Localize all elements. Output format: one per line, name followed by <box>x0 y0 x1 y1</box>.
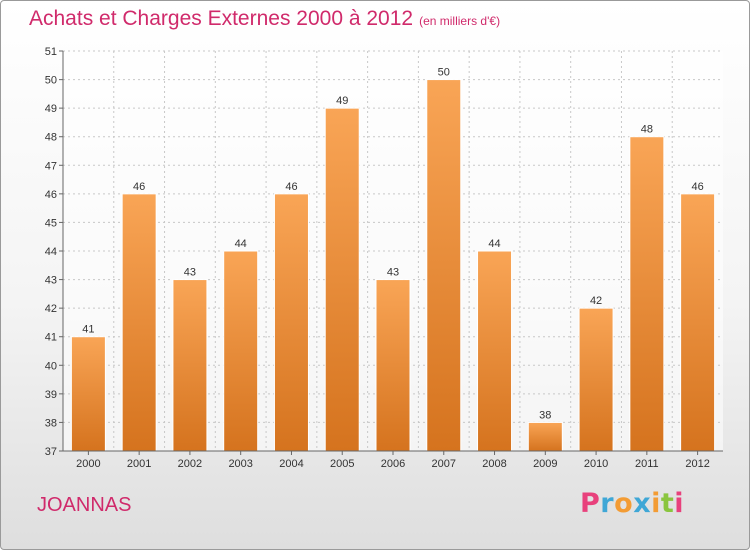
x-tick-label-2008: 2008 <box>482 458 506 470</box>
commune-name: JOANNAS <box>37 494 132 516</box>
logo-letter: i <box>651 488 661 519</box>
y-tick-label: 43 <box>45 275 57 287</box>
y-tick-label: 46 <box>45 189 57 201</box>
y-tick-label: 47 <box>45 160 57 172</box>
y-tick-label: 44 <box>45 246 57 258</box>
value-label-2007: 50 <box>438 67 450 79</box>
value-label-2001: 46 <box>133 181 145 193</box>
logo-letter: x <box>633 488 652 519</box>
y-tick-label: 49 <box>45 103 57 115</box>
value-label-2008: 44 <box>488 238 500 250</box>
logo-letter: t <box>660 488 675 519</box>
bar-2007 <box>426 79 462 452</box>
bar-2003 <box>223 250 259 452</box>
x-tick-label-2004: 2004 <box>279 458 303 470</box>
x-tick-label-2003: 2003 <box>228 458 252 470</box>
y-tick-label: 37 <box>45 446 57 458</box>
logo-letter: i <box>674 488 685 519</box>
logo-letter: o <box>614 488 634 519</box>
value-label-2004: 46 <box>285 181 297 193</box>
y-tick-label: 45 <box>45 217 57 229</box>
x-tick-label-2012: 2012 <box>685 458 709 470</box>
x-tick-label-2011: 2011 <box>635 458 659 470</box>
bar-2006 <box>375 279 411 452</box>
chart-title-block: Achats et Charges Externes 2000 à 2012 (e… <box>29 7 500 31</box>
value-label-2003: 44 <box>235 238 247 250</box>
bar-2008 <box>477 250 513 452</box>
y-tick-label: 39 <box>45 389 57 401</box>
y-tick-label: 41 <box>45 332 57 344</box>
logo-letter: P <box>580 488 601 519</box>
x-tick-label-2002: 2002 <box>178 458 202 470</box>
x-tick-label-2005: 2005 <box>330 458 354 470</box>
value-label-2005: 49 <box>336 95 348 107</box>
y-tick-label: 51 <box>45 46 57 58</box>
chart-title: Achats et Charges Externes 2000 à 2012 <box>29 7 414 30</box>
x-tick-label-2001: 2001 <box>127 458 151 470</box>
x-tick-label-2000: 2000 <box>76 458 100 470</box>
y-tick-label: 50 <box>45 75 57 87</box>
proxiti-logo: Proxiti <box>580 488 684 519</box>
bar-2004 <box>273 193 309 452</box>
x-tick-label-2009: 2009 <box>533 458 557 470</box>
value-label-2010: 42 <box>590 295 602 307</box>
bar-2009 <box>527 421 563 452</box>
bar-2001 <box>121 193 157 452</box>
value-label-2002: 43 <box>184 267 196 279</box>
y-tick-label: 48 <box>45 132 57 144</box>
bar-2011 <box>629 136 665 452</box>
chart-subtitle: (en milliers d'€) <box>419 14 501 28</box>
x-tick-label-2010: 2010 <box>584 458 608 470</box>
y-tick-label: 38 <box>45 417 57 429</box>
logo-letter: r <box>600 488 615 519</box>
x-tick-label-2006: 2006 <box>381 458 405 470</box>
bar-2010 <box>578 307 614 452</box>
value-label-2009: 38 <box>539 409 551 421</box>
axes: 37 38 39 40 41 42 43 44 45 46 47 48 49 50 51 2000 2001 20… <box>45 46 723 470</box>
bar-2005 <box>324 107 360 452</box>
bars: 41 46 43 44 46 49 43 50 44 38 42 48 46 <box>70 67 716 452</box>
value-label-2000: 41 <box>82 324 94 336</box>
value-label-2006: 43 <box>387 267 399 279</box>
x-tick-label-2007: 2007 <box>432 458 456 470</box>
bar-2012 <box>680 193 716 452</box>
bar-2002 <box>172 279 208 452</box>
value-label-2011: 48 <box>641 124 653 136</box>
y-tick-label: 42 <box>45 303 57 315</box>
y-tick-label: 40 <box>45 360 57 372</box>
value-label-2012: 46 <box>691 181 703 193</box>
bar-2000 <box>70 336 106 452</box>
